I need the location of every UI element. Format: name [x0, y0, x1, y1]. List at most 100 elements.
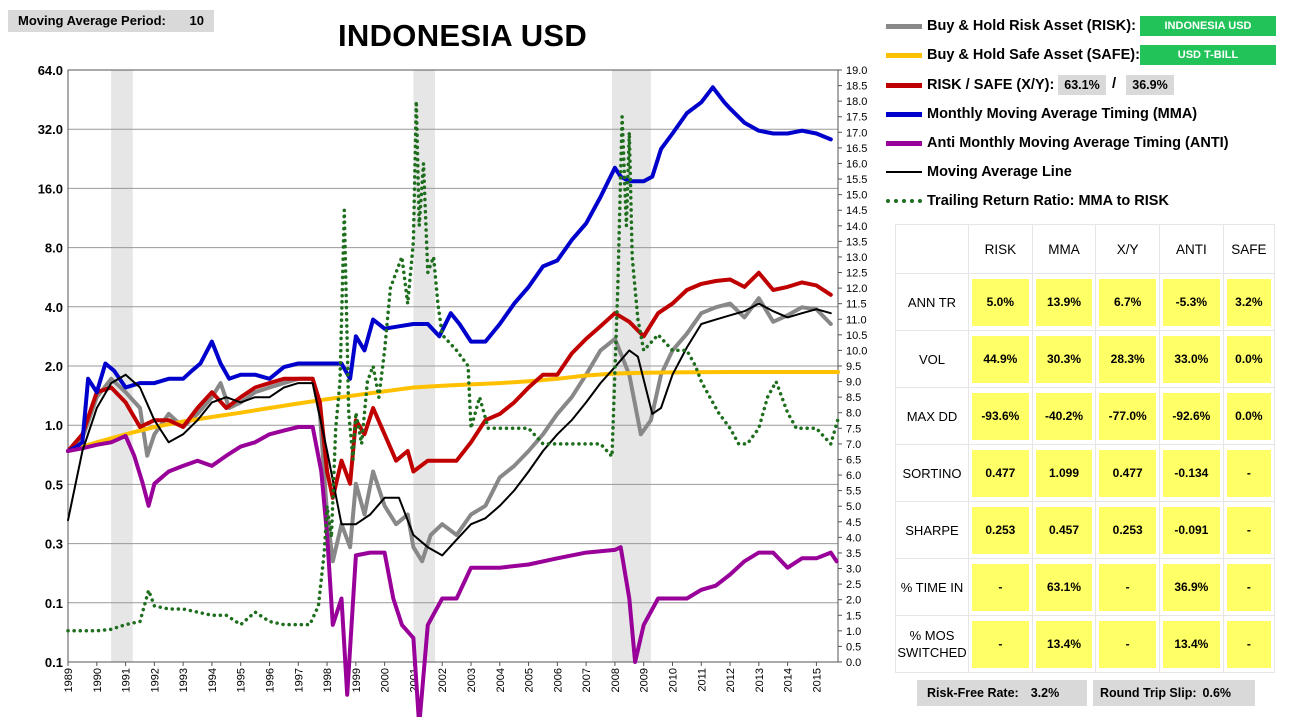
- risk-free-rate-box: Risk-Free Rate: 3.2%: [917, 680, 1087, 706]
- stat-cell: 6.7%: [1099, 278, 1157, 326]
- stat-cell: 0.253: [972, 506, 1029, 554]
- legend-mma: Monthly Moving Average Timing (MMA): [886, 103, 1197, 125]
- series-line-xy: [66, 270, 833, 500]
- stat-cell: 0.0%: [1226, 392, 1271, 440]
- y-left-tick-label: 8.0: [45, 241, 63, 256]
- series-line-mma: [66, 85, 833, 453]
- stat-cell: -5.3%: [1163, 278, 1220, 326]
- stat-cell: 0.253: [1099, 506, 1157, 554]
- legend-xy: RISK / SAFE (X/Y):: [886, 74, 1054, 96]
- row-label: % TIME IN: [895, 558, 969, 616]
- x-tick-label: 1999: [351, 668, 363, 692]
- y-right-tick-label: 2.0: [846, 595, 861, 607]
- x-tick-label: 2014: [783, 668, 795, 692]
- ma-period-label: Moving Average Period:: [18, 13, 166, 28]
- row-label: MAX DD: [895, 387, 969, 445]
- y-right-tick-label: 0.0: [846, 657, 861, 669]
- series-line-ratio: [66, 99, 840, 633]
- stats-row: % MOS SWITCHED - 13.4% - 13.4% -: [895, 615, 1276, 673]
- y-right-tick-label: 12.5: [846, 268, 867, 280]
- y-right-tick-label: 16.5: [846, 143, 867, 155]
- y-right-tick-label: 6.5: [846, 454, 861, 466]
- legend-ratio: Trailing Return Ratio: MMA to RISK: [886, 190, 1169, 212]
- y-right-tick-label: 17.5: [846, 112, 867, 124]
- x-tick-label: 2004: [495, 668, 507, 692]
- x-tick-label: 2005: [524, 668, 536, 692]
- stats-row: SORTINO 0.477 1.099 0.477 -0.134 -: [895, 444, 1276, 502]
- legend-risk-swatch: [886, 23, 922, 29]
- stat-cell: 13.4%: [1163, 620, 1220, 668]
- round-trip-slip-value: 0.6%: [1202, 686, 1232, 700]
- y-right-tick-label: 9.0: [846, 377, 861, 389]
- y-right-tick-label: 10.5: [846, 330, 867, 342]
- row-label: % MOS SWITCHED: [895, 615, 969, 673]
- legend-safe: Buy & Hold Safe Asset (SAFE):: [886, 44, 1140, 66]
- stat-cell: 3.2%: [1226, 278, 1271, 326]
- y-right-tick-label: 3.5: [846, 548, 861, 560]
- stat-cell: 13.4%: [1035, 620, 1093, 668]
- stat-cell: 28.3%: [1099, 335, 1157, 383]
- stat-cell: -93.6%: [972, 392, 1029, 440]
- y-right-tick-label: 4.5: [846, 517, 861, 529]
- x-tick-label: 1996: [264, 668, 276, 692]
- stat-cell: -: [1226, 449, 1271, 497]
- stats-row: MAX DD -93.6% -40.2% -77.0% -92.6% 0.0%: [895, 387, 1276, 445]
- y-left-tick-label: 0.5: [45, 477, 63, 492]
- x-tick-label: 1991: [121, 668, 133, 692]
- stat-cell: 0.0%: [1226, 335, 1271, 383]
- x-tick-label: 1994: [207, 668, 219, 692]
- legend-safe-label: Buy & Hold Safe Asset (SAFE):: [927, 47, 1140, 63]
- chart-plot: 64.0 32.0 16.0 8.0 4.0 2.0 1.0 0.5 0.3 0.1 0.1 0.0 0…: [38, 63, 867, 717]
- stat-cell: -: [1099, 620, 1157, 668]
- stat-cell: -: [972, 563, 1029, 611]
- y-right-tick-label: 4.0: [846, 532, 861, 544]
- x-tick-label: 1989: [63, 668, 75, 692]
- legend-ma-swatch: [886, 171, 922, 173]
- stat-cell: 63.1%: [1035, 563, 1093, 611]
- x-tick-label: 1993: [178, 668, 190, 692]
- stat-cell: -77.0%: [1099, 392, 1157, 440]
- y-right-tick-label: 14.5: [846, 205, 867, 217]
- legend-xy-swatch: [886, 82, 922, 88]
- x-tick-label: 2010: [667, 668, 679, 692]
- y-right-tick-label: 8.5: [846, 392, 861, 404]
- y-left-tick-label: 64.0: [38, 63, 63, 78]
- y-left-tick-label: 16.0: [38, 181, 63, 196]
- ma-period-box: Moving Average Period: 10: [8, 10, 214, 32]
- stat-cell: 30.3%: [1035, 335, 1093, 383]
- col-header: X/Y: [1095, 224, 1161, 274]
- legend-anti: Anti Monthly Moving Average Timing (ANTI…: [886, 132, 1229, 154]
- x-tick-label: 2009: [639, 668, 651, 692]
- stat-cell: 5.0%: [972, 278, 1029, 326]
- x-tick-label: 2003: [466, 668, 478, 692]
- row-label: VOL: [895, 330, 969, 388]
- stats-row: ANN TR 5.0% 13.9% 6.7% -5.3% 3.2%: [895, 273, 1276, 331]
- y-right-tick-label: 13.5: [846, 236, 867, 248]
- y-right-tick-label: 17.0: [846, 127, 867, 139]
- stat-cell: 0.477: [1099, 449, 1157, 497]
- y-right-tick-label: 7.0: [846, 439, 861, 451]
- xy-safe-pct: 36.9%: [1126, 75, 1174, 95]
- legend-risk-label: Buy & Hold Risk Asset (RISK):: [927, 18, 1136, 34]
- x-tick-label: 2012: [725, 668, 737, 692]
- y-right-tick-label: 12.0: [846, 283, 867, 295]
- risk-free-rate-label: Risk-Free Rate:: [927, 686, 1019, 700]
- y-right-tick-label: 8.0: [846, 408, 861, 420]
- y-right-tick-label: 6.0: [846, 470, 861, 482]
- stats-corner: [895, 224, 969, 274]
- y-left-tick-label: 32.0: [38, 122, 63, 137]
- x-tick-label: 2013: [754, 668, 766, 692]
- y-right-tick-label: 2.5: [846, 579, 861, 591]
- series-line-anti: [66, 425, 839, 717]
- stat-cell: -: [1099, 563, 1157, 611]
- stat-cell: 33.0%: [1163, 335, 1220, 383]
- y-right-tick-label: 9.5: [846, 361, 861, 373]
- stat-cell: 36.9%: [1163, 563, 1220, 611]
- y-right-tick-label: 14.0: [846, 221, 867, 233]
- stat-cell: -92.6%: [1163, 392, 1220, 440]
- y-right-tick-label: 11.5: [846, 299, 867, 311]
- row-label: SHARPE: [895, 501, 969, 559]
- y-right-tick-label: 5.0: [846, 501, 861, 513]
- y-right-tick-label: 5.5: [846, 486, 861, 498]
- stat-cell: -0.091: [1163, 506, 1220, 554]
